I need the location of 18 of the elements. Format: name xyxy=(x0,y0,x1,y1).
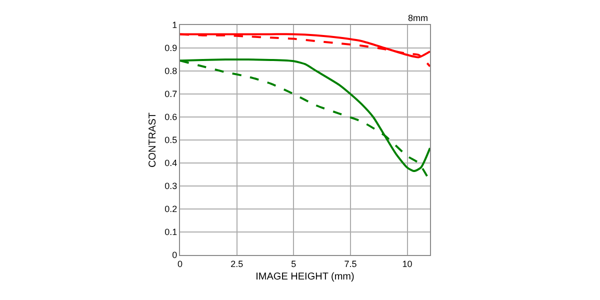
x-tick-label: 7.5 xyxy=(344,258,357,269)
y-tick-label: 0.9 xyxy=(164,43,178,54)
x-tick-label: 2.5 xyxy=(230,258,244,269)
x-axis-title: IMAGE HEIGHT (mm) xyxy=(256,271,354,282)
y-tick-label: 0.2 xyxy=(164,204,178,214)
x-tick-label: 10 xyxy=(402,258,412,269)
y-axis-title: CONTRAST xyxy=(148,112,159,168)
y-tick-label: 0.6 xyxy=(164,112,178,122)
y-tick-label: 0.5 xyxy=(164,135,178,146)
y-tick-label: 0 xyxy=(172,250,178,260)
y-tick-label: 0.3 xyxy=(164,181,178,192)
text: 8mm xyxy=(408,13,428,23)
y-tick-label: 0.8 xyxy=(164,66,178,76)
x-tick-label: 5 xyxy=(291,258,296,269)
y-tick-label: 0.4 xyxy=(164,158,178,168)
y-tick-label: 0.1 xyxy=(164,227,178,238)
y-tick-label: 1 xyxy=(172,20,178,30)
y-tick-label: 0.7 xyxy=(164,89,178,100)
